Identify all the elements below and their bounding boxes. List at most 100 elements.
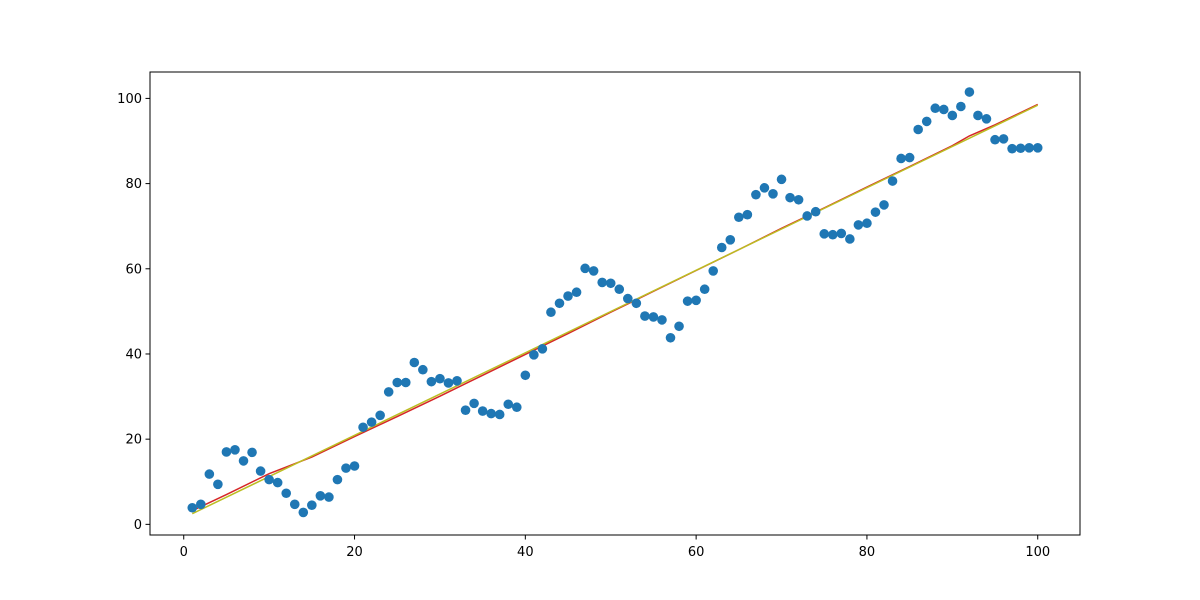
data-point — [469, 398, 479, 409]
data-point — [1024, 143, 1034, 153]
data-point — [870, 207, 881, 217]
data-point — [332, 474, 343, 485]
data-point — [879, 200, 889, 210]
data-point — [580, 263, 590, 274]
data-point — [768, 189, 778, 199]
data-point — [802, 211, 812, 221]
data-point — [221, 447, 232, 457]
data-point — [383, 387, 394, 397]
data-point — [657, 315, 667, 325]
data-point — [494, 409, 505, 420]
x-tick-label: 100 — [1025, 545, 1050, 560]
data-point — [247, 447, 257, 458]
data-point — [289, 499, 300, 510]
data-point — [648, 312, 659, 322]
data-point — [307, 500, 317, 510]
x-tick-label: 20 — [346, 545, 363, 560]
data-point — [588, 266, 599, 276]
data-point — [785, 192, 795, 203]
data-point — [776, 174, 787, 185]
data-point — [452, 376, 462, 386]
data-point — [196, 499, 206, 510]
data-point — [674, 321, 684, 332]
data-point — [1007, 143, 1017, 154]
data-point — [682, 296, 693, 306]
data-point — [341, 463, 351, 473]
data-point — [400, 377, 411, 388]
x-tick-label: 80 — [859, 545, 876, 560]
data-point — [358, 422, 368, 433]
data-point — [938, 104, 949, 115]
data-point — [734, 212, 744, 223]
data-point — [904, 152, 915, 163]
data-point — [537, 344, 548, 354]
fit-line-2 — [191, 104, 1039, 515]
data-point — [930, 103, 941, 114]
x-tick-label: 60 — [688, 545, 705, 560]
data-point — [742, 209, 753, 220]
data-point — [853, 220, 864, 230]
data-point — [793, 194, 804, 205]
data-point — [418, 364, 428, 375]
data-point — [238, 456, 249, 466]
data-point — [699, 284, 710, 295]
data-point — [887, 176, 898, 186]
data-point — [298, 507, 309, 518]
data-point — [597, 277, 607, 288]
data-point — [845, 234, 855, 244]
y-tick-label: 100 — [117, 92, 142, 107]
data-point — [255, 466, 266, 476]
y-axis-ticks: 0 20 40 60 80 100 — [117, 92, 150, 533]
data-point — [896, 153, 906, 164]
y-tick-label: 40 — [125, 347, 142, 362]
x-tick-label: 0 — [180, 545, 188, 560]
data-point — [862, 218, 872, 229]
data-point — [272, 477, 283, 488]
data-point — [563, 291, 573, 301]
data-point — [375, 410, 385, 421]
data-point — [819, 229, 830, 239]
data-point — [716, 242, 727, 253]
data-point — [921, 116, 932, 127]
data-point — [981, 114, 992, 124]
data-point — [460, 405, 471, 416]
data-point — [836, 228, 847, 239]
data-point — [571, 287, 582, 298]
data-point — [708, 266, 719, 276]
data-points — [187, 87, 1043, 518]
data-point — [486, 408, 496, 419]
data-point — [631, 298, 642, 309]
plot-area — [150, 72, 1080, 535]
data-point — [964, 87, 975, 97]
data-point — [913, 124, 923, 135]
data-point — [529, 350, 539, 360]
y-tick-label: 0 — [134, 518, 142, 533]
data-point — [827, 229, 838, 240]
data-point — [187, 502, 198, 513]
data-point — [1032, 143, 1043, 153]
data-point — [623, 293, 633, 304]
data-point — [973, 110, 983, 121]
data-point — [546, 307, 556, 318]
data-point — [605, 278, 616, 289]
x-axis-ticks: 0 20 40 60 80 100 — [180, 535, 1050, 560]
data-point — [554, 298, 565, 309]
y-tick-label: 80 — [125, 177, 142, 192]
data-point — [230, 445, 240, 455]
data-point — [751, 189, 761, 200]
data-point — [998, 134, 1009, 144]
data-point — [392, 377, 403, 388]
data-point — [990, 134, 1000, 145]
data-point — [691, 295, 701, 306]
data-point — [640, 311, 650, 321]
x-tick-label: 40 — [517, 545, 534, 560]
data-point — [947, 110, 958, 121]
data-point — [520, 370, 531, 381]
data-point — [213, 479, 223, 490]
data-point — [435, 373, 445, 384]
data-point — [725, 235, 736, 245]
data-point — [614, 284, 625, 295]
data-point — [204, 469, 215, 479]
data-point — [759, 183, 770, 193]
